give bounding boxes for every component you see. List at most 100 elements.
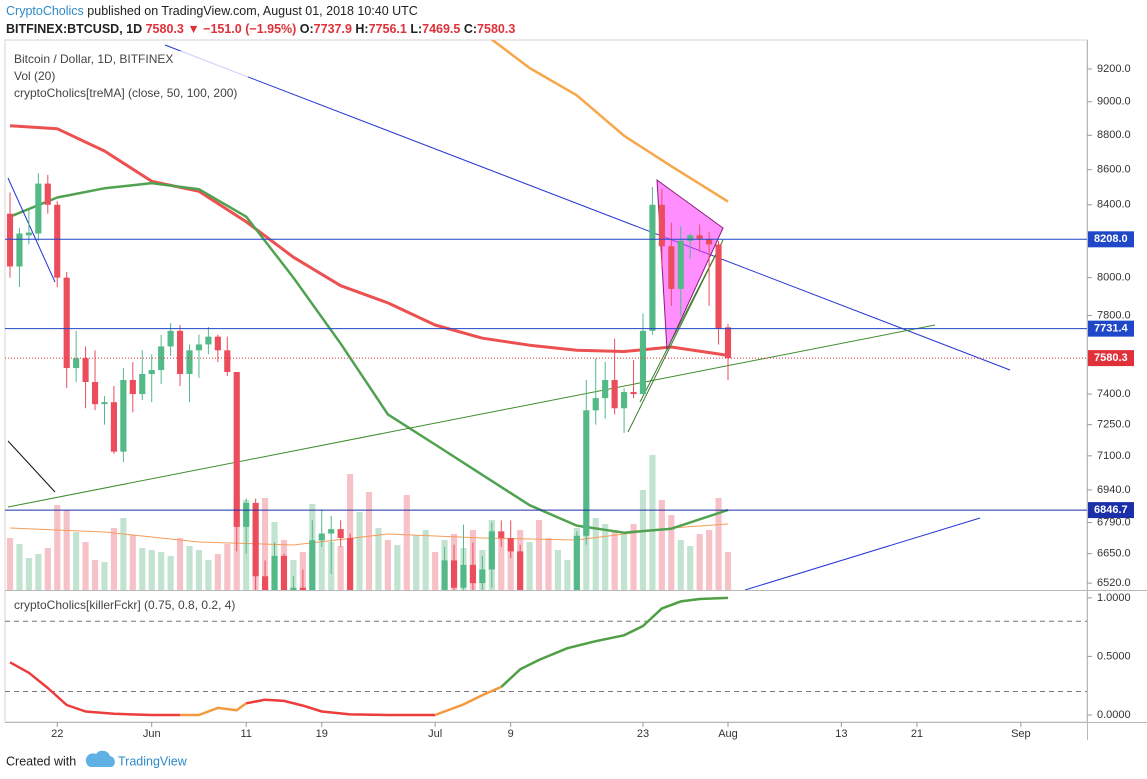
y-tick-label: 7250.0 — [1097, 419, 1131, 431]
candle-body — [527, 611, 533, 635]
candle-body — [262, 576, 269, 590]
study-label: cryptoCholics[treMA] (close, 50, 100, 20… — [14, 86, 237, 100]
x-tick-label: 19 — [316, 728, 328, 740]
candle-body — [536, 611, 542, 646]
volume-bar — [158, 552, 165, 590]
y-tick-label: 6790.0 — [1097, 516, 1131, 528]
oscillator-line — [434, 685, 502, 717]
y-tick-label: 0.0000 — [1097, 709, 1131, 721]
volume-bar — [365, 492, 373, 590]
tradingview-logo[interactable] — [85, 750, 115, 767]
x-tick-label: 9 — [508, 728, 514, 740]
volume-bar — [186, 546, 193, 590]
y-tick-label: 7800.0 — [1097, 309, 1131, 321]
volume-bar — [649, 455, 656, 590]
candle-body — [214, 336, 221, 351]
candle-body — [696, 235, 703, 239]
pane-frame — [4, 39, 1088, 723]
candle-body — [423, 613, 429, 656]
candle-body — [441, 560, 448, 590]
legend-backdrop — [8, 51, 248, 103]
volume-bar — [167, 556, 174, 590]
x-tick-label: 11 — [240, 728, 251, 740]
candle-body — [404, 673, 410, 738]
candle-body — [687, 235, 694, 241]
volume-bar — [375, 528, 382, 590]
candle-body — [337, 529, 344, 538]
volume-bar — [507, 546, 514, 590]
candle-body — [545, 646, 551, 651]
trendline — [164, 44, 1011, 371]
price-lines: 8208.0 7731.4 7580.3 6846.7 — [5, 231, 1134, 519]
volume-bar — [290, 560, 297, 590]
price-label: 7580.3 — [1094, 352, 1128, 364]
candle-body — [176, 330, 184, 375]
candle-body — [73, 358, 80, 369]
ohlc-value: 7469.5 — [422, 22, 460, 36]
candle-body — [366, 666, 372, 671]
ma-layer — [9, 40, 729, 534]
y-tick-label: 6940.0 — [1097, 484, 1131, 496]
y-tick-label: 9000.0 — [1097, 96, 1131, 108]
price-label-box — [1088, 502, 1134, 519]
candle-body — [224, 350, 231, 373]
candle-body — [63, 277, 70, 369]
volume-bar — [129, 535, 136, 590]
volume-bar — [715, 498, 722, 590]
candle-body — [195, 344, 203, 351]
candle-body — [611, 379, 618, 409]
candle-body — [450, 560, 458, 588]
volume-bar — [148, 550, 155, 590]
ohlc-value: 7737.9 — [314, 22, 352, 36]
volume-bar — [63, 510, 70, 590]
moving-average — [9, 124, 729, 357]
volume-bar — [195, 550, 203, 590]
candle-body — [205, 336, 212, 345]
candle-body — [432, 613, 438, 620]
y-tick-label: 1.0000 — [1097, 592, 1131, 604]
candle-body — [25, 232, 32, 236]
candle-body — [271, 555, 278, 590]
volume-bar — [337, 546, 344, 590]
volume-bar — [73, 532, 80, 590]
ohlc-label: H: — [355, 22, 368, 36]
x-tick-label: Aug — [718, 728, 738, 740]
candle-body — [328, 529, 335, 534]
brand-link[interactable]: TradingView — [118, 754, 188, 768]
volume-bar — [82, 542, 89, 590]
candle-body — [602, 379, 609, 399]
volume-bar — [526, 542, 533, 590]
candle-body — [715, 244, 722, 329]
volume-bar — [696, 534, 703, 590]
oscillator-line — [245, 698, 436, 717]
price-label: 6846.7 — [1094, 504, 1128, 516]
candle-body — [120, 379, 127, 452]
volume-bar — [677, 540, 684, 590]
author-link[interactable]: CryptoCholics — [6, 4, 84, 18]
candle-body — [621, 392, 628, 409]
x-tick-label: 22 — [51, 728, 63, 740]
y-tick-label: 6520.0 — [1097, 577, 1131, 589]
candle-body — [233, 372, 240, 527]
candle-layer — [6, 173, 732, 738]
candle-body — [101, 402, 108, 405]
candle-body — [385, 646, 391, 685]
volume-bar — [554, 550, 562, 590]
candle-body — [356, 666, 362, 695]
trendline — [744, 517, 981, 590]
trendline — [639, 249, 719, 403]
volume-bar — [91, 560, 99, 590]
candle-body — [658, 204, 665, 247]
volume-bar — [16, 544, 23, 590]
indicator-title: cryptoCholics[killerFckr] (0.75, 0.8, 0.… — [14, 598, 235, 612]
x-tick-label: 23 — [637, 728, 649, 740]
drawings — [7, 44, 1011, 590]
volume-bar — [724, 552, 732, 590]
candle-body — [347, 537, 354, 590]
volume-bar — [120, 518, 127, 590]
volume-bar — [44, 548, 51, 590]
y-tick-label: 9200.0 — [1097, 63, 1131, 75]
candle-body — [488, 531, 495, 570]
candle-body — [129, 379, 136, 395]
